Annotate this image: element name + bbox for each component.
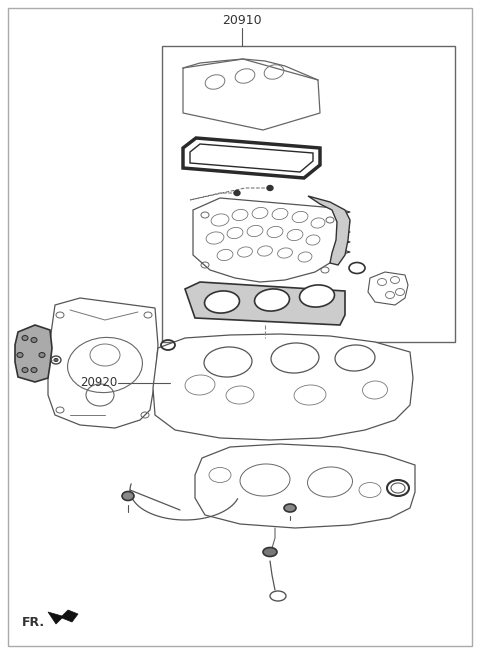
Ellipse shape	[204, 291, 240, 313]
Ellipse shape	[17, 353, 23, 358]
Ellipse shape	[39, 353, 45, 358]
Ellipse shape	[54, 358, 58, 362]
Polygon shape	[368, 272, 408, 305]
Polygon shape	[183, 138, 320, 178]
Polygon shape	[190, 144, 313, 172]
Text: 20910: 20910	[222, 14, 262, 27]
Polygon shape	[193, 198, 340, 282]
Polygon shape	[195, 444, 415, 528]
Text: 20920: 20920	[80, 377, 117, 390]
Ellipse shape	[122, 492, 134, 500]
Polygon shape	[185, 282, 345, 325]
Ellipse shape	[31, 368, 37, 373]
Ellipse shape	[31, 337, 37, 343]
Ellipse shape	[22, 368, 28, 373]
Ellipse shape	[234, 190, 240, 196]
Ellipse shape	[254, 289, 289, 311]
Polygon shape	[308, 196, 350, 265]
Ellipse shape	[284, 504, 296, 512]
Polygon shape	[48, 298, 158, 428]
Polygon shape	[153, 334, 413, 440]
Polygon shape	[15, 325, 52, 382]
Ellipse shape	[300, 285, 335, 307]
Bar	[162, 46, 455, 342]
Ellipse shape	[263, 547, 277, 557]
Polygon shape	[48, 610, 78, 624]
Polygon shape	[183, 59, 320, 130]
Ellipse shape	[22, 336, 28, 341]
Ellipse shape	[267, 186, 273, 190]
Text: FR.: FR.	[22, 617, 45, 630]
